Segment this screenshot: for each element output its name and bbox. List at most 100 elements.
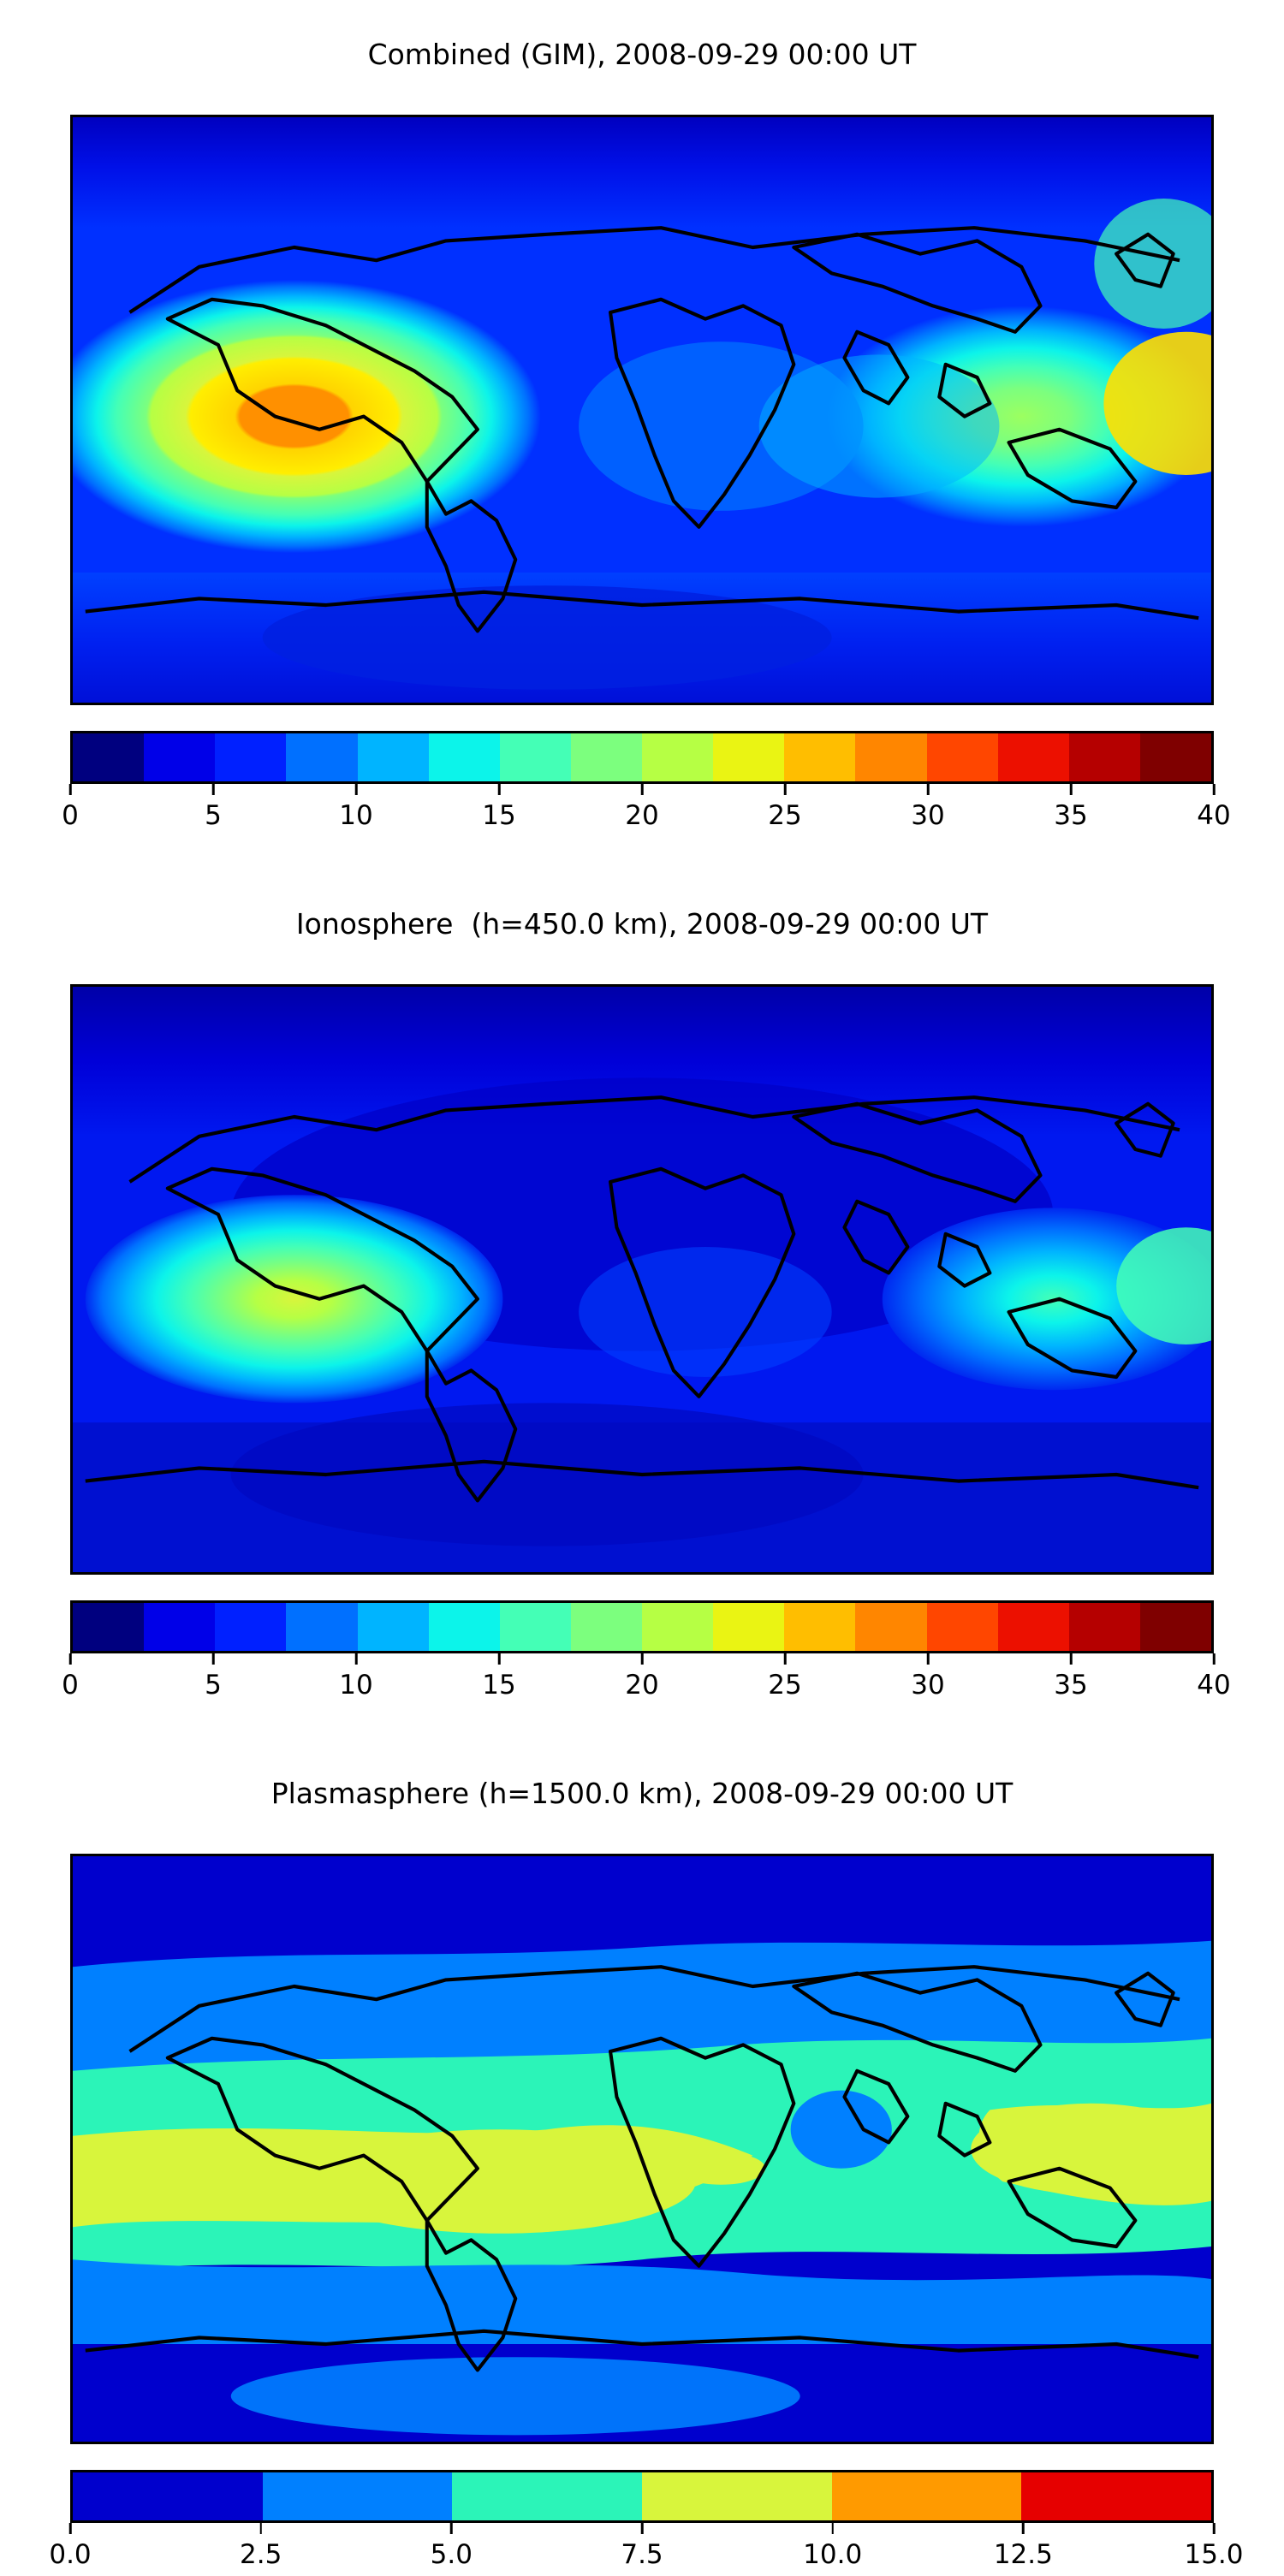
colorbar-segment-0 [73,1603,145,1651]
colorbar-ticklabel-2: 10 [339,800,373,831]
colorbar-gradient-plasmasphere [70,2470,1214,2523]
colorbar-ticklabel-0: 0.0 [49,2539,92,2570]
map-contours-ionosphere [73,987,1211,1572]
colorbar-ticklabel-1: 2.5 [240,2539,282,2570]
colorbar-tick-2 [354,784,358,795]
colorbar-segment-8 [642,1603,714,1651]
colorbar-segment-1 [262,2472,453,2520]
colorbar-ticklabel-3: 15 [482,1670,516,1701]
colorbar-tick-7 [1069,784,1073,795]
colorbar-tick-8 [1212,784,1216,795]
colorbar-ticklabels-plasmasphere: 0.0 2.5 5.0 7.5 10.0 12.5 15.0 [49,2537,1243,2576]
colorbar-ticklabel-6: 15.0 [1184,2539,1244,2570]
colorbar-ticklabel-2: 10 [339,1670,373,1701]
colorbar-segment-2 [452,2472,643,2520]
colorbar-segment-13 [997,1603,1069,1651]
colorbar-tick-6 [926,1653,930,1665]
colorbar-ticks-plasmasphere [68,2523,1216,2537]
map-plot-plasmasphere [70,1854,1214,2444]
map-plot-combined-gim [70,115,1214,705]
map-contours-plasmasphere [73,1856,1211,2442]
colorbar-ticklabel-8: 40 [1197,800,1231,831]
colorbar-segment-15 [1139,733,1211,781]
colorbar-segment-2 [215,733,287,781]
colorbar-segment-3 [286,733,358,781]
map-plot-ionosphere [70,984,1214,1575]
colorbar-ticklabel-3: 15 [482,800,516,831]
colorbar-segment-1 [144,733,216,781]
colorbar-ticklabels-combined-gim: 0 5 10 15 20 25 30 35 40 [62,798,1231,837]
colorbar-ticklabel-0: 0 [62,800,79,831]
colorbar-segment-10 [784,1603,856,1651]
colorbar-segment-0 [73,733,145,781]
colorbar-tick-3 [497,784,501,795]
colorbar-tick-5 [783,784,787,795]
colorbar-tick-3 [640,2523,644,2534]
colorbar-segment-13 [997,733,1069,781]
colorbar-gradient-combined-gim [70,731,1214,784]
colorbar-tick-1 [211,1653,215,1665]
colorbar-ticks-combined-gim [68,784,1216,798]
colorbar-segment-2 [215,1603,287,1651]
map-contours-combined-gim [73,117,1211,703]
colorbar-ticklabel-1: 5 [205,1670,222,1701]
colorbar-tick-7 [1069,1653,1073,1665]
colorbar-tick-2 [354,1653,358,1665]
colorbar-segment-9 [713,733,785,781]
colorbar-segment-15 [1139,1603,1211,1651]
colorbar-tick-0 [68,1653,72,1665]
colorbar-segment-4 [831,2472,1022,2520]
colorbar-segment-3 [286,1603,358,1651]
colorbar-ticklabel-8: 40 [1197,1670,1231,1701]
colorbar-ticklabel-3: 7.5 [621,2539,663,2570]
colorbar-combined-gim: 0 5 10 15 20 25 30 35 40 [62,731,1231,837]
colorbar-ionosphere: 0 5 10 15 20 25 30 35 40 [62,1600,1231,1706]
colorbar-ticks-ionosphere [68,1653,1216,1667]
panel-combined-gim: Combined (GIM), 2008-09-29 00:00 UT [0,38,1284,72]
colorbar-segment-5 [428,1603,500,1651]
colorbar-tick-2 [450,2523,453,2534]
colorbar-plasmasphere: 0.0 2.5 5.0 7.5 10.0 12.5 15.0 [49,2470,1244,2576]
colorbar-segment-0 [73,2472,263,2520]
colorbar-tick-4 [640,784,644,795]
colorbar-segment-1 [144,1603,216,1651]
colorbar-segment-6 [499,733,571,781]
colorbar-segment-9 [713,1603,785,1651]
panel-plasmasphere: Plasmasphere (h=1500.0 km), 2008-09-29 0… [0,1777,1284,1811]
colorbar-ticklabel-0: 0 [62,1670,79,1701]
colorbar-ticklabel-5: 25 [768,800,802,831]
colorbar-segment-5 [428,733,500,781]
colorbar-segment-8 [642,733,714,781]
colorbar-tick-0 [68,2523,72,2534]
colorbar-tick-4 [640,1653,644,1665]
colorbar-tick-5 [1022,2523,1025,2534]
colorbar-segment-4 [357,1603,429,1651]
colorbar-tick-1 [259,2523,262,2534]
colorbar-tick-6 [1212,2523,1216,2534]
colorbar-segment-14 [1068,733,1140,781]
panel-ionosphere: Ionosphere (h=450.0 km), 2008-09-29 00:0… [0,907,1284,941]
colorbar-ticklabels-ionosphere: 0 5 10 15 20 25 30 35 40 [62,1667,1231,1706]
colorbar-ticklabel-5: 25 [768,1670,802,1701]
colorbar-ticklabel-6: 30 [911,800,945,831]
colorbar-ticklabel-4: 20 [625,1670,659,1701]
colorbar-segment-4 [357,733,429,781]
colorbar-segment-7 [570,733,642,781]
panel-title-ionosphere: Ionosphere (h=450.0 km), 2008-09-29 00:0… [295,907,989,941]
colorbar-tick-3 [497,1653,501,1665]
colorbar-ticklabel-5: 12.5 [993,2539,1053,2570]
colorbar-tick-4 [831,2523,834,2534]
colorbar-ticklabel-2: 5.0 [430,2539,473,2570]
colorbar-segment-11 [855,733,927,781]
colorbar-ticklabel-1: 5 [205,800,222,831]
colorbar-segment-11 [855,1603,927,1651]
colorbar-segment-12 [926,1603,998,1651]
colorbar-ticklabel-7: 35 [1054,800,1088,831]
colorbar-segment-6 [499,1603,571,1651]
colorbar-segment-3 [642,2472,832,2520]
colorbar-segment-5 [1021,2472,1211,2520]
colorbar-segment-14 [1068,1603,1140,1651]
colorbar-ticklabel-6: 30 [911,1670,945,1701]
colorbar-tick-8 [1212,1653,1216,1665]
